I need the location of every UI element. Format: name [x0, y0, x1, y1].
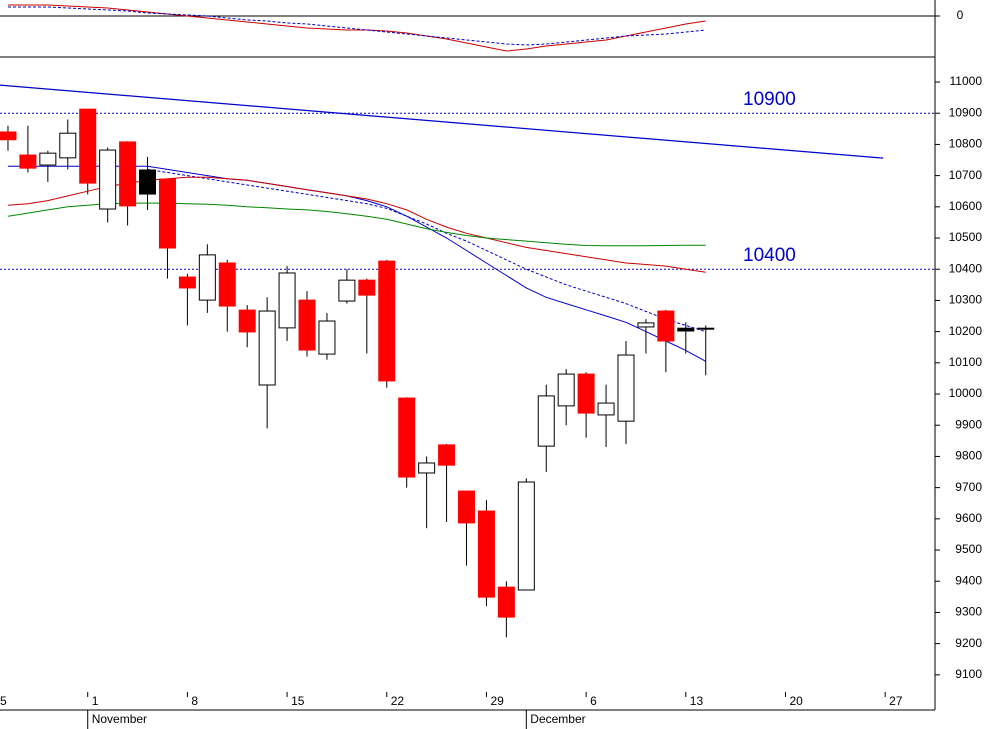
y-tick-label: 10600	[949, 199, 983, 213]
candle-body	[657, 310, 675, 342]
candle-body	[119, 141, 137, 207]
moving-average	[147, 168, 706, 333]
candle-body	[517, 481, 535, 591]
candle-body	[697, 327, 715, 330]
indicator-tick-label: 0	[957, 8, 964, 22]
x-tick-label: 27	[889, 694, 903, 708]
x-tick-label: 13	[690, 694, 704, 708]
candle-body	[318, 320, 336, 355]
y-tick-label: 9900	[955, 417, 982, 431]
y-tick-label: 9300	[955, 605, 982, 619]
x-tick-label: 22	[391, 694, 405, 708]
x-tick-label: 15	[291, 694, 305, 708]
candle-body	[0, 131, 17, 141]
month-label: November	[92, 712, 147, 726]
candle-body	[537, 395, 555, 447]
candle-body	[158, 178, 176, 249]
y-tick-label: 9600	[955, 511, 982, 525]
trend-line	[0, 84, 884, 159]
y-tick-label: 9500	[955, 542, 982, 556]
y-tick-label: 9800	[955, 449, 982, 463]
candle-body	[398, 397, 416, 478]
candle-body	[278, 272, 296, 329]
candle-body	[238, 309, 256, 333]
candle-body	[258, 310, 276, 386]
y-tick-label: 10300	[949, 293, 983, 307]
candle-body	[378, 260, 396, 382]
candle-body	[178, 276, 196, 289]
candle-body	[139, 169, 157, 195]
candle-body	[597, 402, 615, 416]
x-tick-label: 1	[92, 694, 99, 708]
candle-body	[99, 149, 117, 210]
candle-body	[79, 108, 97, 184]
y-tick-label: 10100	[949, 355, 983, 369]
candle-body	[438, 444, 456, 466]
y-tick-label: 10800	[949, 137, 983, 151]
y-tick-label: 9100	[955, 667, 982, 681]
candle-body	[637, 322, 655, 328]
candle-body	[577, 373, 595, 414]
x-tick-label: 5	[0, 694, 7, 708]
candle-body	[497, 586, 515, 618]
candle-body	[458, 490, 476, 524]
indicator-line	[8, 6, 706, 46]
candle-body	[338, 279, 356, 302]
candle-body	[477, 510, 495, 598]
y-tick-label: 9200	[955, 636, 982, 650]
level-label: 10900	[743, 89, 796, 110]
x-tick-label: 8	[191, 694, 198, 708]
candle-body	[39, 152, 57, 166]
month-label: December	[530, 712, 585, 726]
y-tick-label: 10400	[949, 261, 983, 275]
candle-body	[198, 254, 216, 301]
x-tick-label: 29	[490, 694, 504, 708]
y-tick-label: 10700	[949, 168, 983, 182]
level-label: 10400	[743, 245, 796, 266]
y-tick-label: 10900	[949, 105, 983, 119]
y-tick-label: 10500	[949, 230, 983, 244]
candle-body	[677, 327, 695, 332]
candle-body	[617, 354, 635, 422]
x-tick-label: 20	[789, 694, 803, 708]
y-tick-label: 10000	[949, 386, 983, 400]
candle-body	[19, 154, 37, 169]
indicator-line	[8, 4, 706, 52]
candle-body	[298, 299, 316, 351]
candle-body	[418, 462, 436, 474]
candle-body	[59, 132, 77, 159]
x-tick-label: 6	[590, 694, 597, 708]
candle-body	[218, 262, 236, 307]
y-tick-label: 9700	[955, 480, 982, 494]
y-tick-label: 11000	[950, 74, 983, 88]
candle-body	[557, 373, 575, 407]
y-tick-label: 9400	[955, 573, 982, 587]
y-tick-label: 10200	[949, 324, 983, 338]
candle-body	[358, 279, 376, 296]
